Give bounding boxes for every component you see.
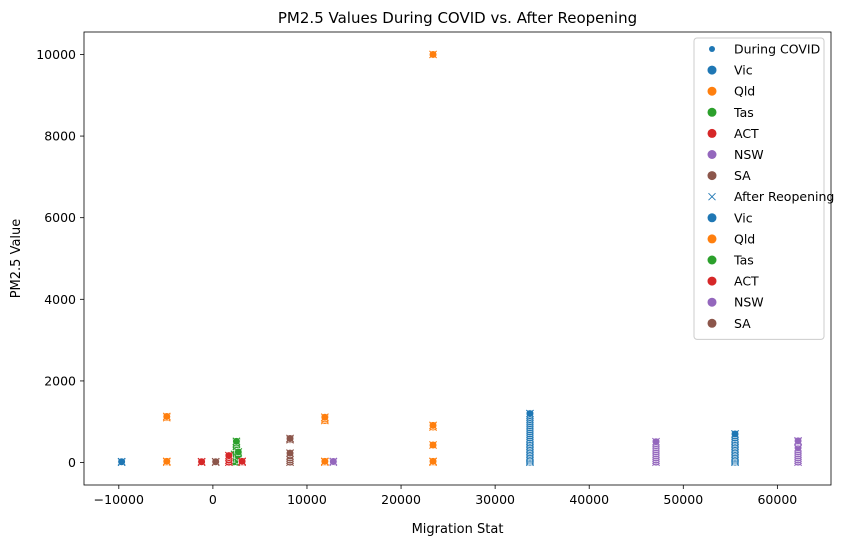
legend-label: Tas	[733, 253, 754, 268]
x-tick-label: 40000	[569, 492, 609, 507]
x-tick-label: 0	[209, 492, 217, 507]
legend: During COVID Vic Qld Tas ACT NSW SA After Reope…	[693, 37, 834, 340]
legend-label: SA	[734, 316, 751, 331]
legend-marker-dot	[707, 128, 717, 138]
legend-label: ACT	[734, 274, 759, 289]
legend-box	[693, 37, 825, 340]
legend-marker-dot	[707, 86, 717, 96]
data-point-after-reopening	[117, 457, 126, 466]
x-tick-label: 20000	[381, 492, 421, 507]
data-point-after-reopening	[238, 457, 247, 466]
legend-label: Vic	[734, 63, 753, 78]
legend-marker-dot	[707, 234, 717, 244]
x-tick-label: −10000	[94, 492, 144, 507]
legend-label: After Reopening	[734, 189, 834, 204]
data-point-after-reopening	[320, 413, 329, 422]
x-tick-label: 60000	[757, 492, 797, 507]
legend-marker-x	[708, 192, 716, 201]
legend-label: SA	[734, 168, 751, 183]
y-tick-label: 6000	[44, 210, 76, 225]
data-point-after-reopening	[652, 437, 660, 446]
legend-marker-dot	[707, 318, 717, 328]
data-point-after-reopening	[232, 437, 241, 446]
data-point-after-reopening	[525, 409, 534, 418]
data-point-after-reopening	[794, 436, 803, 445]
legend-marker-dot	[707, 65, 717, 75]
data-point-after-reopening	[162, 412, 171, 421]
y-axis-title: PM2.5 Value	[9, 219, 24, 299]
legend-marker-dot	[707, 213, 717, 223]
data-point-after-reopening	[197, 457, 206, 466]
x-tick-label: 10000	[287, 492, 327, 507]
data-point-after-reopening	[731, 429, 740, 438]
data-point-after-reopening	[429, 457, 438, 466]
data-point-after-reopening	[162, 457, 171, 466]
legend-marker-dot	[707, 171, 717, 181]
data-point-after-reopening	[429, 441, 438, 449]
legend-marker-dot	[707, 276, 717, 286]
data-point-after-reopening	[329, 457, 338, 466]
data-point-after-reopening	[429, 50, 438, 59]
data-points-layer	[117, 50, 803, 467]
x-axis-title: Migration Stat	[412, 522, 504, 537]
legend-label: Vic	[734, 210, 753, 225]
legend-label: Tas	[733, 105, 754, 120]
legend-label: Qld	[734, 231, 755, 246]
legend-marker-dot	[707, 255, 717, 265]
legend-marker-dot	[709, 46, 715, 52]
data-point-after-reopening	[286, 434, 295, 443]
legend-label: During COVID	[734, 42, 820, 57]
data-point-after-reopening	[224, 451, 233, 460]
y-axis-ticks: 0 2000 4000 6000 8000 10000	[36, 47, 84, 470]
axes-frame	[83, 31, 832, 486]
x-axis-ticks: −10000 0 10000 20000 30000 40000 50000 60000	[94, 485, 797, 507]
legend-label: NSW	[734, 295, 764, 310]
y-tick-label: 10000	[36, 47, 76, 62]
y-tick-label: 4000	[44, 292, 76, 307]
legend-label: ACT	[734, 126, 759, 141]
data-point-after-reopening	[320, 457, 329, 466]
chart-title: PM2.5 Values During COVID vs. After Reop…	[278, 9, 637, 27]
y-tick-label: 8000	[44, 129, 76, 144]
y-tick-label: 2000	[44, 373, 76, 388]
legend-label: NSW	[734, 147, 764, 162]
legend-marker-dot	[707, 150, 717, 159]
data-point-after-reopening	[286, 449, 295, 458]
x-tick-label: 50000	[663, 492, 703, 507]
legend-label: Qld	[734, 84, 755, 99]
legend-marker-dot	[707, 107, 717, 117]
data-point-after-reopening	[429, 421, 438, 430]
data-point-after-reopening	[211, 457, 220, 466]
data-point-after-reopening	[234, 447, 243, 456]
x-tick-label: 30000	[475, 492, 515, 507]
y-tick-label: 0	[68, 455, 76, 470]
legend-marker-dot	[707, 297, 717, 307]
